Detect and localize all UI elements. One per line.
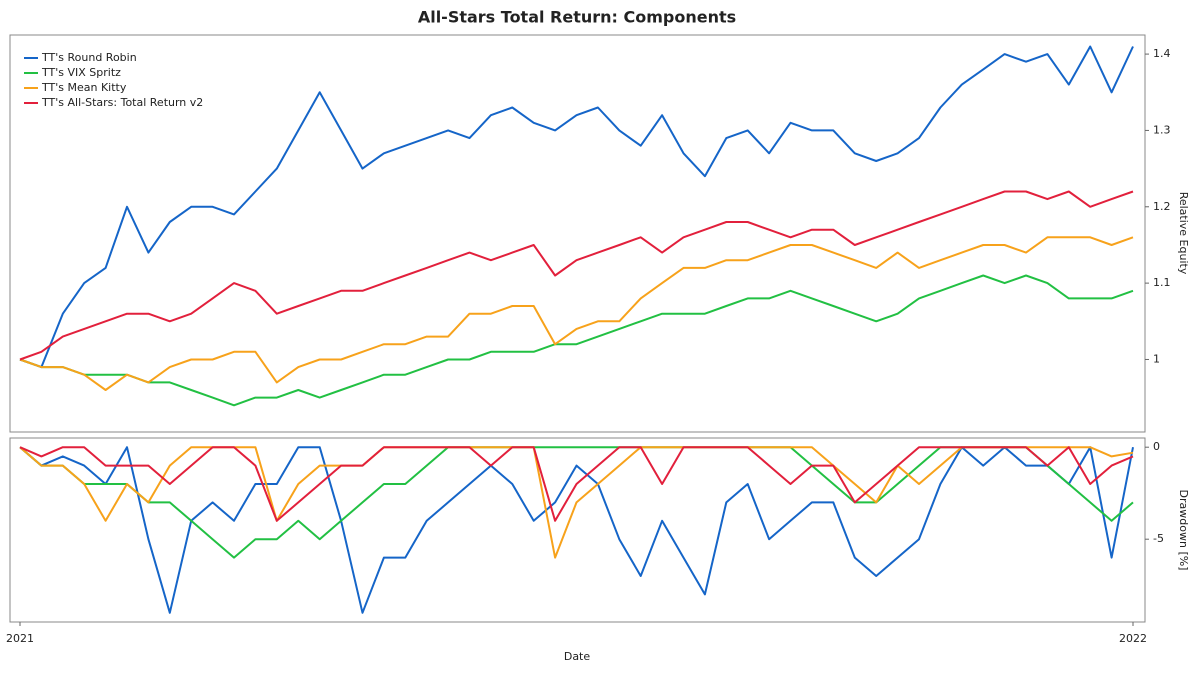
y-tick-label: 1.4 (1153, 47, 1171, 60)
y-tick-label: 1 (1153, 352, 1160, 365)
y-tick-label: 0 (1153, 440, 1160, 453)
series-line (19, 446, 1134, 559)
chart-title: All-Stars Total Return: Components (418, 8, 736, 27)
x-tick-label: 2022 (1119, 632, 1147, 645)
series-line (19, 45, 1134, 369)
top-frame (9, 34, 1146, 433)
series-line (19, 190, 1134, 361)
legend-label: TT's All-Stars: Total Return v2 (41, 96, 203, 109)
bottom-frame (9, 437, 1146, 623)
legend-label: TT's Mean Kitty (41, 81, 127, 94)
series-line (19, 446, 1134, 614)
y-tick-label: 1.2 (1153, 200, 1171, 213)
series-line (19, 446, 1134, 522)
series-line (19, 274, 1134, 407)
x-tick-label: 2021 (6, 632, 34, 645)
series-line (19, 236, 1134, 391)
legend-label: TT's Round Robin (41, 51, 137, 64)
y-axis-label: Drawdown [%] (1177, 490, 1190, 571)
y-tick-label: -5 (1153, 532, 1164, 545)
y-tick-label: 1.1 (1153, 276, 1171, 289)
x-axis-label: Date (564, 650, 591, 663)
legend-label: TT's VIX Spritz (41, 66, 121, 79)
y-axis-label: Relative Equity (1177, 192, 1190, 275)
y-tick-label: 1.3 (1153, 123, 1171, 136)
